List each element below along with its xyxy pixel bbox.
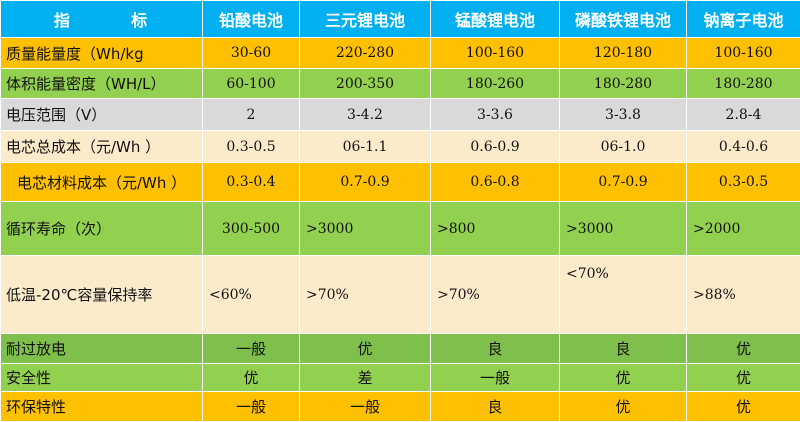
cell-lmo: 一般: [431, 364, 560, 392]
row-label: 体积能量密度（WH/L）: [1, 69, 203, 99]
cell-sodium-ion: 180-280: [687, 69, 800, 99]
header-ternary-lithium: 三元锂电池: [300, 1, 431, 38]
cell-ternary-lithium: 0.7-0.9: [300, 163, 431, 202]
cell-lmo: 3-3.6: [431, 99, 560, 131]
header-row: 指 标 铅酸电池 三元锂电池 锰酸锂电池 磷酸铁锂电池 钠离子电池: [1, 1, 800, 38]
cell-ternary-lithium: 差: [300, 364, 431, 392]
cell-lfp: 120-180: [560, 38, 687, 69]
cell-ternary-lithium: 200-350: [300, 69, 431, 99]
cell-sodium-ion: 优: [687, 334, 800, 364]
header-indicator-char-1: 指: [54, 11, 72, 30]
cell-lmo: 100-160: [431, 38, 560, 69]
cell-ternary-lithium: >3000: [300, 202, 431, 256]
cell-lead-acid: 0.3-0.4: [203, 163, 300, 202]
cell-lmo: 0.6-0.9: [431, 131, 560, 163]
cell-sodium-ion: >88%: [687, 256, 800, 334]
row-label: 循环寿命（次）: [1, 202, 203, 256]
cell-lfp: <70%: [560, 256, 687, 334]
cell-lmo: 0.6-0.8: [431, 163, 560, 202]
header-sodium-ion: 钠离子电池: [687, 1, 800, 38]
row-volume-energy-density: 体积能量密度（WH/L） 60-100 200-350 180-260 180-…: [1, 69, 800, 99]
cell-lfp: 0.7-0.9: [560, 163, 687, 202]
cell-lead-acid: 60-100: [203, 69, 300, 99]
header-lfp: 磷酸铁锂电池: [560, 1, 687, 38]
row-label: 电芯材料成本（元/Wh ）: [1, 163, 203, 202]
header-lead-acid: 铅酸电池: [203, 1, 300, 38]
cell-sodium-ion: 0.3-0.5: [687, 163, 800, 202]
header-indicator-cell: 指 标: [1, 1, 203, 38]
cell-lmo: >70%: [431, 256, 560, 334]
cell-sodium-ion: >2000: [687, 202, 800, 256]
row-over-discharge: 耐过放电 一般 优 良 良 优: [1, 334, 800, 364]
cell-sodium-ion: 0.4-0.6: [687, 131, 800, 163]
cell-sodium-ion: 2.8-4: [687, 99, 800, 131]
row-low-temp-capacity: 低温-20℃容量保持率 <60% >70% >70% <70% >88%: [1, 256, 800, 334]
row-safety: 安全性 优 差 一般 优 优: [1, 364, 800, 392]
row-voltage-range: 电压范围（V） 2 3-4.2 3-3.6 3-3.8 2.8-4: [1, 99, 800, 131]
cell-lmo: 180-260: [431, 69, 560, 99]
row-label: 质量能量度（Wh/kg: [1, 38, 203, 69]
row-label: 电压范围（V）: [1, 99, 203, 131]
row-label: 环保特性: [1, 392, 203, 422]
row-cell-total-cost: 电芯总成本（元/Wh ） 0.3-0.5 06-1.1 0.6-0.9 06-1…: [1, 131, 800, 163]
row-cell-material-cost: 电芯材料成本（元/Wh ） 0.3-0.4 0.7-0.9 0.6-0.8 0.…: [1, 163, 800, 202]
cell-lead-acid: 2: [203, 99, 300, 131]
cell-lfp: 3-3.8: [560, 99, 687, 131]
row-label: 耐过放电: [1, 334, 203, 364]
cell-ternary-lithium: 220-280: [300, 38, 431, 69]
row-environmental: 环保特性 一般 一般 良 优 优: [1, 392, 800, 422]
header-lmo: 锰酸锂电池: [431, 1, 560, 38]
cell-sodium-ion: 100-160: [687, 38, 800, 69]
cell-ternary-lithium: 优: [300, 334, 431, 364]
cell-lfp: 优: [560, 364, 687, 392]
cell-lmo: 良: [431, 334, 560, 364]
cell-ternary-lithium: 一般: [300, 392, 431, 422]
cell-lfp: 优: [560, 392, 687, 422]
cell-lead-acid: 优: [203, 364, 300, 392]
cell-ternary-lithium: 3-4.2: [300, 99, 431, 131]
header-indicator-char-2: 标: [131, 11, 149, 30]
row-label: 安全性: [1, 364, 203, 392]
cell-sodium-ion: 优: [687, 364, 800, 392]
row-cycle-life: 循环寿命（次） 300-500 >3000 >800 >3000 >2000: [1, 202, 800, 256]
cell-lfp: 良: [560, 334, 687, 364]
cell-lfp: >3000: [560, 202, 687, 256]
cell-lead-acid: 一般: [203, 334, 300, 364]
cell-ternary-lithium: 06-1.1: [300, 131, 431, 163]
row-label: 电芯总成本（元/Wh ）: [1, 131, 203, 163]
cell-lead-acid: <60%: [203, 256, 300, 334]
cell-lead-acid: 0.3-0.5: [203, 131, 300, 163]
cell-sodium-ion: 优: [687, 392, 800, 422]
row-mass-energy-density: 质量能量度（Wh/kg 30-60 220-280 100-160 120-18…: [1, 38, 800, 69]
cell-ternary-lithium: >70%: [300, 256, 431, 334]
cell-lead-acid: 一般: [203, 392, 300, 422]
cell-lmo: 良: [431, 392, 560, 422]
cell-lead-acid: 30-60: [203, 38, 300, 69]
cell-lfp: 06-1.0: [560, 131, 687, 163]
cell-lfp: 180-280: [560, 69, 687, 99]
cell-lead-acid: 300-500: [203, 202, 300, 256]
row-label: 低温-20℃容量保持率: [1, 256, 203, 334]
cell-lmo: >800: [431, 202, 560, 256]
